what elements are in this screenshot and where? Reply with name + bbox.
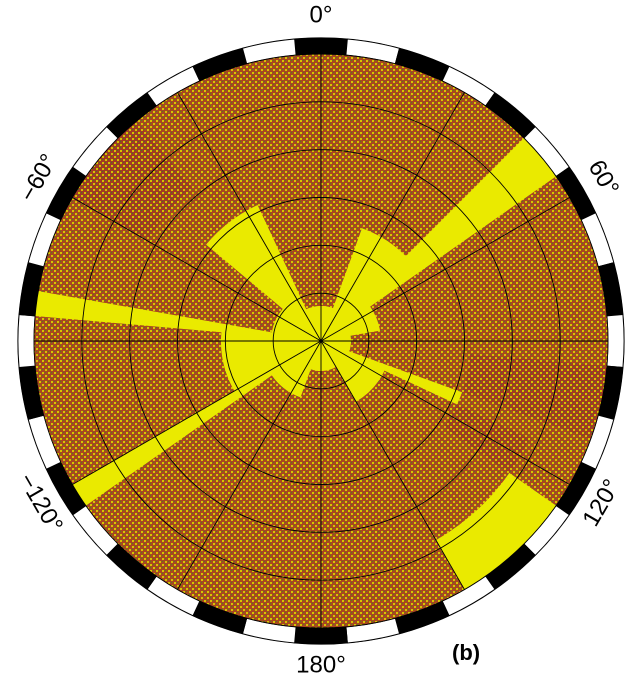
polar-grid xyxy=(33,53,609,629)
frame-segment xyxy=(17,314,36,368)
texture-wedge xyxy=(199,54,420,310)
heatmap-texture-wedges xyxy=(34,54,608,628)
heatmap-field xyxy=(34,54,608,628)
grid-spoke xyxy=(72,197,322,342)
texture-wedge xyxy=(370,176,604,331)
panel-label: (b) xyxy=(452,640,480,665)
texture-wedge xyxy=(101,80,258,245)
texture-wedge xyxy=(362,71,524,257)
texture-wedge xyxy=(443,354,607,506)
frame-segment xyxy=(294,626,348,645)
grid-spoke xyxy=(72,340,322,485)
azimuth-tick-label: 180° xyxy=(296,651,346,678)
frame-segment xyxy=(294,37,348,56)
texture-wedge xyxy=(72,121,193,241)
frame-segment xyxy=(606,314,625,368)
texture-wedge xyxy=(85,375,301,611)
azimuth-tick-label: 60° xyxy=(583,155,625,200)
texture-wedge xyxy=(222,366,465,628)
azimuth-tick-label: 0° xyxy=(310,1,333,28)
grid-spoke xyxy=(177,92,322,342)
grid-spoke xyxy=(177,340,322,590)
grid-spoke xyxy=(320,340,465,590)
texture-wedge xyxy=(356,370,530,541)
texture-wedge xyxy=(34,315,235,485)
grid-spoke xyxy=(320,340,570,485)
grid-spoke xyxy=(320,92,465,342)
grid-spoke xyxy=(320,197,570,342)
